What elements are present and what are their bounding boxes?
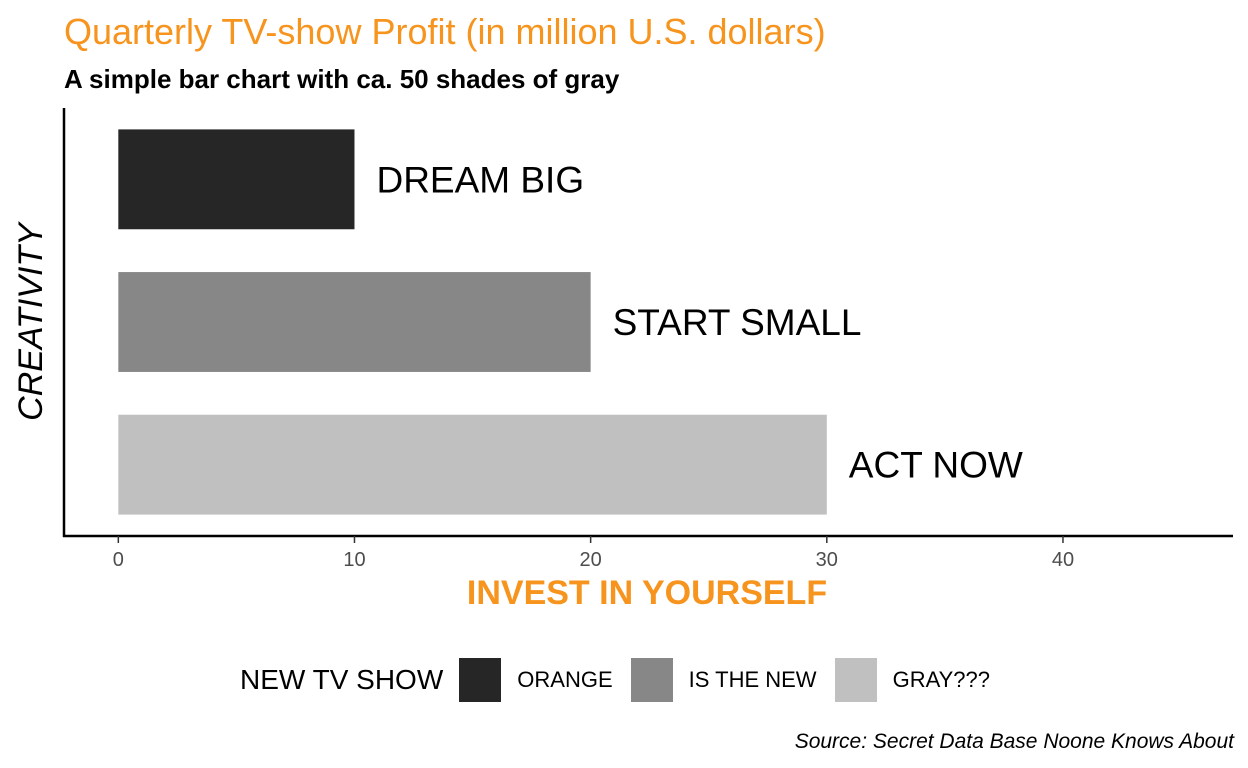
- bar-label: START SMALL: [613, 302, 862, 343]
- bar-start-small: [118, 272, 591, 372]
- x-ticks-layer: 0 10 20 30 40: [113, 536, 1074, 571]
- legend-item: ORANGE: [459, 658, 613, 702]
- legend-swatch: [834, 658, 877, 702]
- chart-caption: Source: Secret Data Base Noone Knows Abo…: [794, 730, 1234, 753]
- x-tick-label: 30: [816, 549, 838, 571]
- y-axis-label: CREATIVITY: [12, 221, 50, 421]
- legend: NEW TV SHOW ORANGE IS THE NEW GRAY???: [0, 657, 1248, 703]
- x-tick-label: 10: [343, 549, 365, 571]
- x-tick-label: 40: [1052, 549, 1074, 571]
- legend-title: NEW TV SHOW: [240, 664, 444, 695]
- legend-item: IS THE NEW: [630, 658, 817, 702]
- chart-subtitle: A simple bar chart with ca. 50 shades of…: [64, 64, 620, 94]
- bar-dream-big: [118, 129, 355, 230]
- legend-label: IS THE NEW: [688, 667, 817, 692]
- legend-label: ORANGE: [517, 667, 613, 692]
- bar-labels-layer: DREAM BIG START SMALL ACT NOW: [376, 159, 1022, 485]
- bar-act-now: [118, 414, 827, 515]
- x-tick-label: 0: [113, 549, 124, 571]
- x-axis-label: INVEST IN YOURSELF: [467, 574, 827, 612]
- chart-title: Quarterly TV-show Profit (in million U.S…: [64, 11, 826, 52]
- x-tick-label: 20: [580, 549, 602, 571]
- legend-item: GRAY???: [834, 658, 990, 702]
- legend-label: GRAY???: [892, 667, 990, 692]
- bar-label: ACT NOW: [849, 445, 1023, 486]
- legend-swatch: [630, 658, 673, 702]
- bar-chart: DREAM BIG START SMALL ACT NOW 0 10 20 30 40 IN…: [12, 108, 1233, 612]
- bar-label: DREAM BIG: [376, 159, 584, 200]
- legend-swatch: [459, 658, 502, 702]
- bars-layer: [118, 129, 827, 515]
